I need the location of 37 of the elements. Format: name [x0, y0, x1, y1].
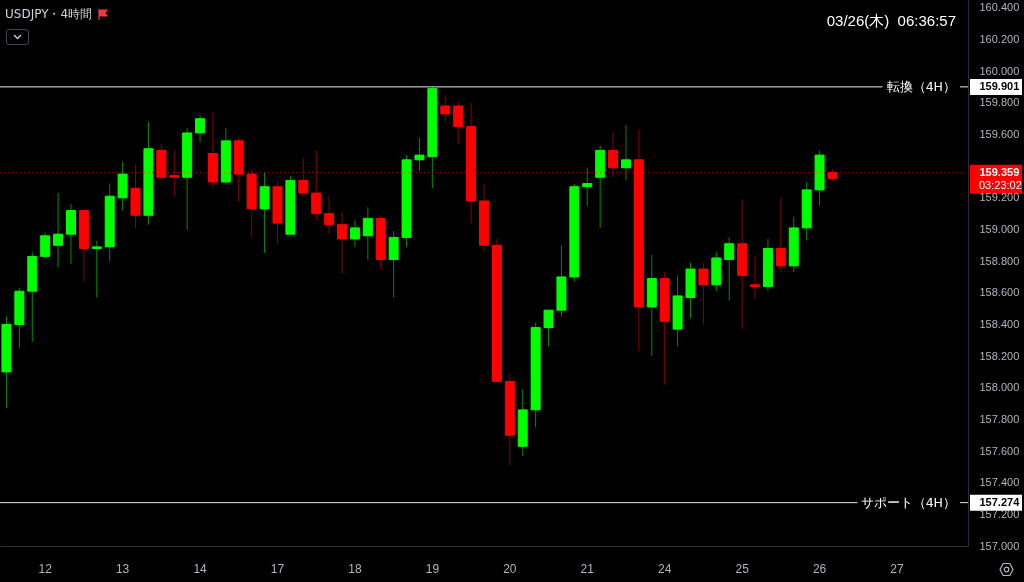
y-tick-label: 157.000 — [979, 539, 1020, 552]
x-tick-label: 19 — [425, 561, 440, 576]
ref-line-label: 転換（4H） — [886, 78, 956, 94]
y-tick-label: 158.800 — [979, 254, 1020, 267]
y-tick-label: 157.274 — [979, 496, 1021, 509]
y-tick-label: 159.200 — [979, 191, 1020, 204]
y-tick-label: 158.000 — [979, 381, 1020, 394]
y-tick-label: 157.600 — [979, 444, 1020, 457]
y-tick-label: 159.000 — [979, 222, 1020, 235]
y-tick-label: 158.400 — [979, 317, 1020, 330]
x-tick-label: 27 — [890, 561, 905, 576]
x-tick-label: 21 — [580, 561, 595, 576]
x-tick-label: 26 — [812, 561, 827, 576]
text: 03/26(木) 06:36:57 — [826, 12, 956, 31]
y-tick-label: 159.600 — [979, 128, 1020, 141]
y-tick-label: 159.359 — [979, 166, 1020, 179]
y-tick-label: 159.901 — [979, 80, 1020, 93]
x-tick-label: 18 — [348, 561, 362, 576]
text: USDJPY・4時間 — [5, 6, 93, 23]
y-tick-label: 158.600 — [979, 286, 1020, 299]
y-tick-label: 160.200 — [979, 33, 1020, 46]
x-tick-label: 17 — [270, 561, 285, 576]
text: 03:23:02 — [979, 178, 1022, 191]
x-tick-label: 20 — [503, 561, 517, 576]
y-tick-label: 160.400 — [979, 1, 1020, 14]
x-tick-label: 24 — [658, 561, 672, 576]
ref-line-label: サポート（4H） — [860, 494, 956, 510]
y-tick-label: 159.800 — [979, 96, 1020, 109]
y-tick-label: 157.400 — [979, 476, 1020, 489]
x-tick-label: 25 — [735, 561, 750, 576]
y-tick-label: 157.800 — [979, 412, 1020, 425]
y-tick-label: 157.200 — [979, 507, 1020, 520]
y-tick-label: 160.000 — [979, 64, 1020, 77]
x-tick-label: 13 — [115, 561, 130, 576]
x-tick-label: 12 — [38, 561, 53, 576]
x-tick-label: 14 — [193, 561, 208, 576]
y-tick-label: 158.200 — [979, 349, 1020, 362]
